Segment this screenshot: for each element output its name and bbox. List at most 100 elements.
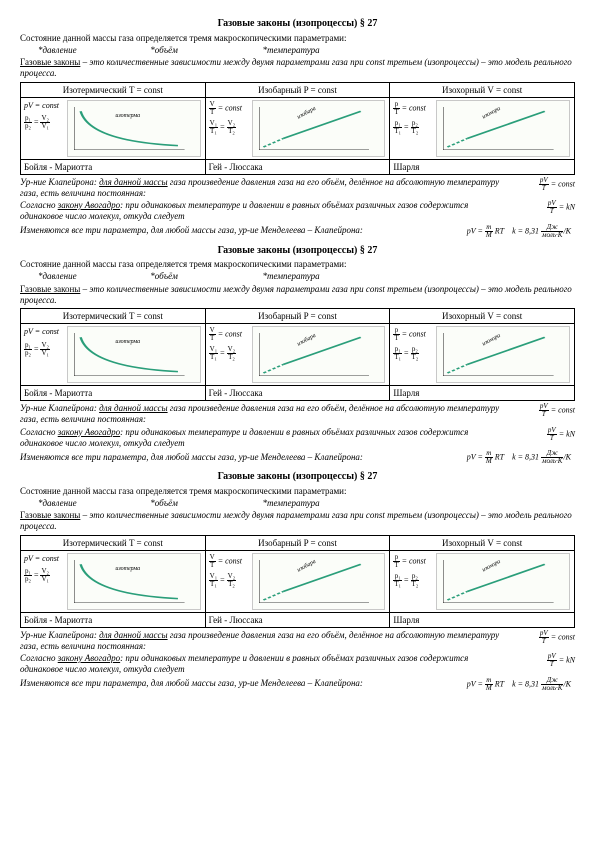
params-line: *давление *объём *температура (20, 498, 575, 509)
param-temperature: *температура (263, 498, 320, 509)
mend-rest: газа, ур-ие Менделеева – Клапейрона: (216, 678, 363, 688)
chor-eq2: p₁T₁ = p₂T₂ (393, 120, 436, 135)
avogadro-formula: pVT = kN (505, 200, 575, 215)
iso-eq2: p₁p₂ = V₂V₁ (24, 568, 67, 583)
clapeyron-row: Ур-ние Клапейрона: для данной массы газа… (20, 177, 575, 200)
laws-table: Изотермический T = const Изобарный P = c… (20, 535, 575, 628)
definition: Газовые законы – это количественные зави… (20, 510, 575, 533)
definition-body: – это количественные зависимости между д… (20, 57, 572, 78)
mendeleev-row: Изменяются все три параметра, для любой … (20, 677, 575, 692)
avogadro-row: Согласно закону Авогадро: при одинаковых… (20, 653, 575, 676)
mend-formula-2: k = 8,31 Джмоль·К/К (508, 677, 575, 692)
iso-graph: изотерма (67, 326, 201, 383)
col-bar-header: Изобарный P = const (205, 535, 390, 550)
chor-name: Шарля (390, 612, 575, 627)
chor-graph: изохора (436, 553, 570, 610)
col-chor-header: Изохорный V = const (390, 309, 575, 324)
chor-formulas: pT = const p₁T₁ = p₂T₂ (390, 98, 436, 159)
chor-name: Шарля (390, 386, 575, 401)
definition-body: – это количественные зависимости между д… (20, 510, 572, 531)
chor-eq1: pT = const (393, 554, 436, 569)
bar-eq1: VT = const (209, 554, 252, 569)
param-pressure: *давление (38, 45, 148, 56)
param-volume: *объём (150, 271, 260, 282)
col-bar-header: Изобарный P = const (205, 82, 390, 97)
cell-isothermal: pV = const p₁p₂ = V₂V₁ (21, 324, 206, 386)
chor-formulas: pT = const p₁T₁ = p₂T₂ (390, 551, 436, 612)
cell-isothermal: pV = const p₁p₂ = V₂V₁ (21, 550, 206, 612)
chor-formulas: pT = const p₁T₁ = p₂T₂ (390, 324, 436, 385)
iso-graph: изотерма (67, 553, 201, 610)
chor-graph: изохора (436, 100, 570, 157)
avogadro-prefix: Согласно (20, 653, 58, 663)
clapeyron-ul: для данной массы (99, 630, 167, 640)
clapeyron-prefix: Ур-ние Клапейрона: (20, 403, 99, 413)
intro-line: Состояние данной массы газа определяется… (20, 486, 575, 497)
clapeyron-formula: pVT = const (505, 177, 575, 192)
avogadro-ul: закону Авогадро (58, 427, 120, 437)
cell-isochoric: pT = const p₁T₁ = p₂T₂ (390, 550, 575, 612)
chor-eq1: pT = const (393, 101, 436, 116)
mend-formula-2: k = 8,31 Джмоль·К/К (508, 450, 575, 465)
cell-isochoric: pT = const p₁T₁ = p₂T₂ (390, 97, 575, 159)
mend-lead: Изменяются все три параметра, (20, 225, 151, 235)
mend-ul: для любой массы (151, 452, 216, 462)
avogadro-prefix: Согласно (20, 200, 58, 210)
bar-eq2: V₁T₁ = V₂T₂ (209, 573, 252, 588)
avogadro-row: Согласно закону Авогадро: при одинаковых… (20, 200, 575, 223)
avogadro-formula: pVT = kN (505, 427, 575, 442)
mend-ul: для любой массы (151, 225, 216, 235)
iso-name: Бойля - Мариотта (21, 612, 206, 627)
section-title: Газовые законы (изопроцессы) § 27 (20, 18, 575, 31)
chor-eq1: pT = const (393, 327, 436, 342)
params-line: *давление *объём *температура (20, 45, 575, 56)
mend-ul: для любой массы (151, 678, 216, 688)
iso-graph: изотерма (67, 100, 201, 157)
param-pressure: *давление (38, 498, 148, 509)
iso-curve-label: изотерма (115, 113, 140, 121)
iso-formulas: pV = const p₁p₂ = V₂V₁ (21, 98, 67, 159)
mendeleev-row: Изменяются все три параметра, для любой … (20, 450, 575, 465)
iso-eq2: p₁p₂ = V₂V₁ (24, 115, 67, 130)
mend-rest: газа, ур-ие Менделеева – Клапейрона: (216, 225, 363, 235)
bar-graph: изобара (252, 100, 386, 157)
iso-name: Бойля - Мариотта (21, 386, 206, 401)
avogadro-ul: закону Авогадро (58, 200, 120, 210)
mend-rest: газа, ур-ие Менделеева – Клапейрона: (216, 452, 363, 462)
bar-name: Гей - Люссака (205, 612, 390, 627)
cell-isobaric: VT = const V₁T₁ = V₂T₂ (205, 97, 390, 159)
clapeyron-formula: pVT = const (505, 630, 575, 645)
avogadro-ul: закону Авогадро (58, 653, 120, 663)
definition-term: Газовые законы (20, 57, 80, 67)
iso-curve-label: изотерма (115, 566, 140, 574)
laws-table: Изотермический T = const Изобарный P = c… (20, 308, 575, 401)
iso-curve-label: изотерма (115, 339, 140, 347)
clapeyron-prefix: Ур-ние Клапейрона: (20, 630, 99, 640)
definition-term: Газовые законы (20, 510, 80, 520)
bar-graph: изобара (252, 553, 386, 610)
chor-name: Шарля (390, 159, 575, 174)
cell-isobaric: VT = const V₁T₁ = V₂T₂ (205, 550, 390, 612)
params-line: *давление *объём *температура (20, 271, 575, 282)
definition: Газовые законы – это количественные зави… (20, 284, 575, 307)
col-bar-header: Изобарный P = const (205, 309, 390, 324)
clapeyron-row: Ур-ние Клапейрона: для данной массы газа… (20, 630, 575, 653)
col-chor-header: Изохорный V = const (390, 535, 575, 550)
chor-graph: изохора (436, 326, 570, 383)
bar-formulas: VT = const V₁T₁ = V₂T₂ (206, 551, 252, 612)
param-temperature: *температура (263, 271, 320, 282)
mend-formula-1: pV = mM RT (463, 450, 508, 465)
mendeleev-row: Изменяются все три параметра, для любой … (20, 224, 575, 239)
section-title: Газовые законы (изопроцессы) § 27 (20, 245, 575, 258)
definition: Газовые законы – это количественные зави… (20, 57, 575, 80)
col-iso-header: Изотермический T = const (21, 535, 206, 550)
iso-eq1: pV = const (24, 327, 67, 338)
param-volume: *объём (150, 498, 260, 509)
mend-lead: Изменяются все три параметра, (20, 452, 151, 462)
param-temperature: *температура (263, 45, 320, 56)
col-chor-header: Изохорный V = const (390, 82, 575, 97)
definition-body: – это количественные зависимости между д… (20, 284, 572, 305)
clapeyron-prefix: Ур-ние Клапейрона: (20, 177, 99, 187)
definition-term: Газовые законы (20, 284, 80, 294)
bar-formulas: VT = const V₁T₁ = V₂T₂ (206, 98, 252, 159)
